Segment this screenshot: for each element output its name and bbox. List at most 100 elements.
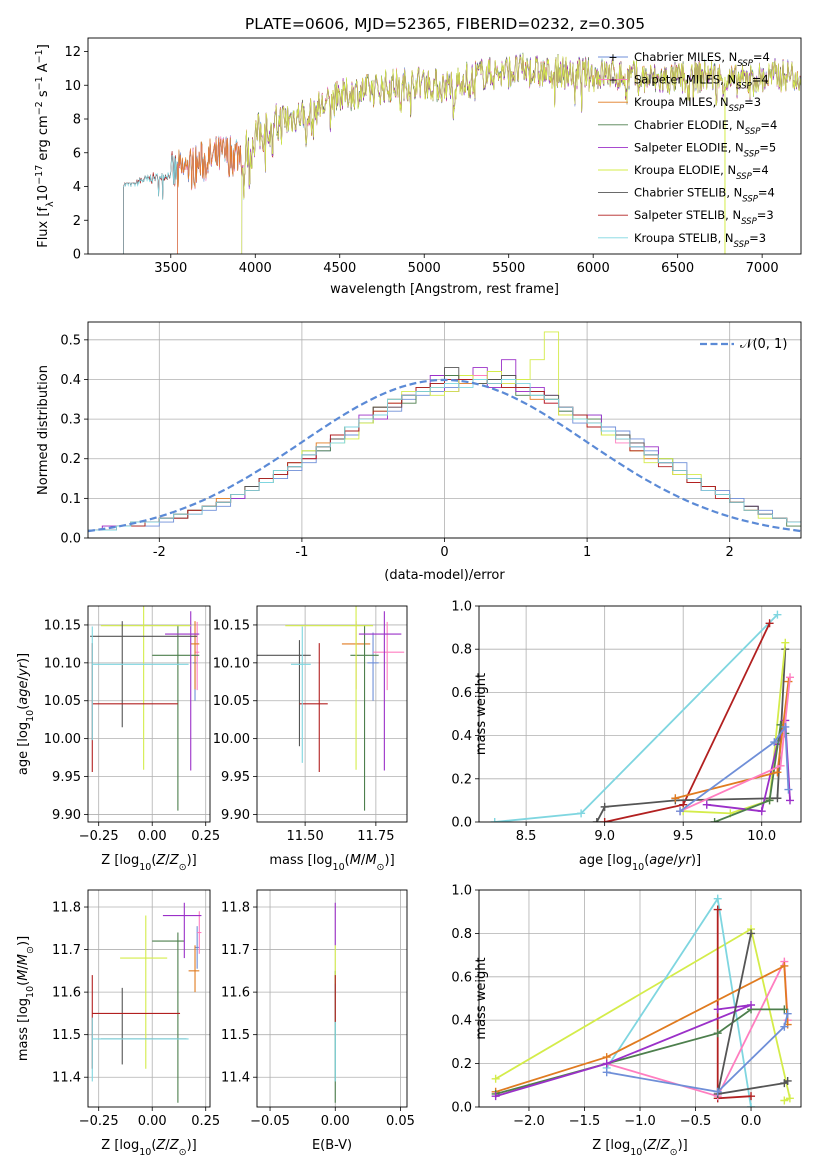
y-tick-label: 11.4 bbox=[221, 1071, 250, 1086]
x-axis-label: Z [log10(Z/Z⊙)] bbox=[101, 853, 196, 873]
y-tick-label: 0.2 bbox=[451, 772, 472, 787]
y-tick-label: 10.10 bbox=[44, 656, 81, 671]
y-tick-label: 11.7 bbox=[221, 943, 250, 958]
x-tick-label: 0.25 bbox=[191, 829, 220, 844]
y-tick-label: 10.00 bbox=[44, 732, 81, 747]
mass-weight-series bbox=[716, 933, 789, 1096]
x-tick-label: −0.5 bbox=[680, 1114, 712, 1129]
x-axis-label: (data-model)/error bbox=[384, 568, 505, 583]
figure-title: PLATE=0606, MJD=52365, FIBERID=0232, z=0… bbox=[245, 15, 645, 33]
x-tick-label: 0.00 bbox=[321, 1114, 350, 1129]
mass-weight-series bbox=[606, 1013, 789, 1093]
mass-weight-point bbox=[713, 1005, 722, 1014]
x-tick-label: 10.0 bbox=[747, 829, 776, 844]
y-tick-label: 0.0 bbox=[451, 1101, 472, 1116]
mass-weight-point bbox=[783, 1076, 792, 1085]
mass-weight-series bbox=[604, 622, 771, 822]
x-axis-label: Z [log10(Z/Z⊙)] bbox=[592, 1138, 687, 1158]
age-vs-metallicity-panel: −0.25 0.00 0.25 9.90 9.95 10.00 10.05 10.10 10.1… bbox=[16, 605, 220, 873]
x-tick-label: 2 bbox=[726, 545, 734, 560]
mass-weight-vs-metallicity-panel: −2.0 −1.5 −1.0 −0.5 0.0 0.0 0.2 0.4 0.6 0.8 1.0 Z [… bbox=[451, 884, 802, 1158]
axes-frame bbox=[478, 605, 802, 823]
mass-weight-point bbox=[786, 796, 795, 805]
x-tick-label: −0.25 bbox=[79, 829, 119, 844]
y-tick-label: 0.6 bbox=[451, 970, 472, 985]
x-tick-label: 3500 bbox=[154, 261, 187, 276]
y-tick-label: 0.8 bbox=[451, 643, 472, 658]
mass-weight-point bbox=[773, 610, 782, 619]
axes-frame bbox=[87, 889, 211, 1108]
y-tick-label: 10.15 bbox=[213, 618, 250, 633]
mass-weight-point bbox=[773, 768, 782, 777]
mass-weight-point bbox=[786, 673, 795, 682]
y-tick-label: 0.0 bbox=[60, 532, 81, 547]
y-tick-label: 11.8 bbox=[52, 901, 81, 916]
x-tick-label: -1 bbox=[295, 545, 308, 560]
x-tick-label: 0.00 bbox=[138, 829, 167, 844]
histogram-series bbox=[88, 379, 801, 531]
y-tick-label: 11.5 bbox=[221, 1028, 250, 1043]
y-tick-label: 6 bbox=[73, 146, 81, 161]
x-tick-label: 6000 bbox=[577, 261, 610, 276]
residual-histogram-panel: -2 -1 0 1 2 0.0 0.1 0.2 0.3 0.4 0.5 (data-model)/er… bbox=[36, 321, 802, 583]
mass-weight-point bbox=[780, 961, 789, 970]
y-tick-label: 0.8 bbox=[451, 927, 472, 942]
mass-weight-point bbox=[773, 794, 782, 803]
y-axis-label: age [log10(age/yr)] bbox=[16, 653, 36, 775]
histogram-steps bbox=[88, 331, 801, 533]
x-axis-label: mass [log10(M/M⊙)] bbox=[269, 853, 394, 873]
x-tick-label: 7000 bbox=[746, 261, 779, 276]
mass-weight-point bbox=[602, 1059, 611, 1068]
y-tick-label: 0 bbox=[73, 248, 81, 263]
mass-weight-point bbox=[747, 1103, 756, 1107]
y-tick-label: 11.6 bbox=[52, 986, 81, 1001]
mass-weight-point bbox=[577, 809, 586, 818]
y-tick-label: 0.4 bbox=[60, 373, 81, 388]
axes-frame bbox=[256, 605, 408, 823]
y-tick-label: 0.0 bbox=[451, 816, 472, 831]
mass-weight-point bbox=[491, 1092, 500, 1101]
mass-weight-point bbox=[676, 807, 685, 816]
x-tick-label: 0.25 bbox=[191, 1114, 220, 1129]
mass-weight-point bbox=[713, 905, 722, 914]
mass-weight-point bbox=[702, 800, 711, 809]
legend-marker: + bbox=[608, 74, 617, 87]
y-tick-label: 4 bbox=[73, 180, 81, 195]
y-tick-label: 11.5 bbox=[52, 1028, 81, 1043]
mass-vs-metallicity-panel: −0.25 0.00 0.25 11.4 11.5 11.6 11.7 11.8 Z [log1… bbox=[16, 889, 220, 1158]
x-tick-label: 5500 bbox=[492, 261, 525, 276]
x-tick-label: 4000 bbox=[239, 261, 272, 276]
x-tick-label: 11.75 bbox=[357, 829, 394, 844]
y-tick-label: 2 bbox=[73, 214, 81, 229]
legend-label: Kroupa STELIB, NSSP=3 bbox=[634, 231, 766, 250]
legend-label: 𝒩(0, 1) bbox=[740, 337, 787, 352]
y-tick-label: 0.4 bbox=[451, 729, 472, 744]
legend-label: Salpeter STELIB, NSSP=3 bbox=[634, 208, 774, 227]
legend-label: Chabrier STELIB, NSSP=4 bbox=[634, 186, 775, 205]
y-axis-label: mass weight bbox=[474, 673, 489, 755]
x-tick-label: −1.5 bbox=[569, 1114, 601, 1129]
y-tick-label: 0.4 bbox=[451, 1014, 472, 1029]
mass-weight-point bbox=[765, 619, 774, 628]
y-tick-label: 1.0 bbox=[451, 600, 472, 615]
x-tick-label: 8.5 bbox=[516, 829, 537, 844]
y-tick-label: 12 bbox=[64, 45, 81, 60]
y-tick-label: 0.3 bbox=[60, 413, 81, 428]
mass-weight-point bbox=[710, 818, 719, 822]
x-tick-label: 5000 bbox=[408, 261, 441, 276]
y-tick-label: 10.00 bbox=[213, 732, 250, 747]
x-axis-label: age [log10(age/yr)] bbox=[579, 853, 701, 873]
mass-weight-point bbox=[747, 1092, 756, 1101]
spectrum-series-line bbox=[241, 53, 801, 254]
x-tick-label: 4500 bbox=[323, 261, 356, 276]
y-tick-label: 1.0 bbox=[451, 884, 472, 899]
x-tick-label: 0.05 bbox=[386, 1114, 415, 1129]
y-tick-label: 0.2 bbox=[451, 1057, 472, 1072]
mass-weight-point bbox=[713, 1029, 722, 1038]
mass-weight-vs-age-panel: 8.5 9.0 9.5 10.0 0.0 0.2 0.4 0.6 0.8 1.0 age [log1… bbox=[451, 600, 802, 873]
spectrum-lines bbox=[123, 52, 801, 254]
y-tick-label: 0.1 bbox=[60, 492, 81, 507]
x-tick-label: 1 bbox=[583, 545, 591, 560]
mass-weight-point bbox=[602, 1068, 611, 1077]
mass-weight-series bbox=[606, 958, 789, 1098]
